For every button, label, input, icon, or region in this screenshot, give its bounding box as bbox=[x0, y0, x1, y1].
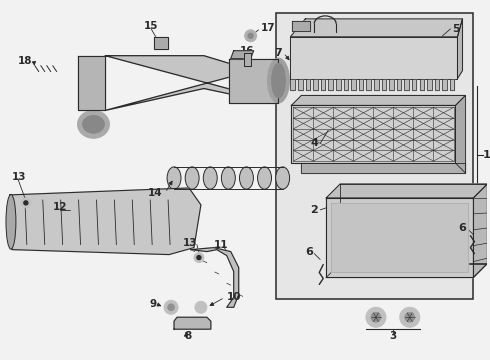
Text: 1: 1 bbox=[482, 150, 490, 160]
Circle shape bbox=[371, 312, 381, 322]
Circle shape bbox=[400, 307, 420, 327]
Polygon shape bbox=[326, 184, 488, 198]
Ellipse shape bbox=[271, 63, 286, 98]
Polygon shape bbox=[382, 78, 386, 90]
Circle shape bbox=[195, 301, 207, 313]
Polygon shape bbox=[351, 78, 356, 90]
Polygon shape bbox=[291, 37, 458, 78]
Polygon shape bbox=[105, 56, 254, 111]
Polygon shape bbox=[331, 203, 468, 273]
Text: 17: 17 bbox=[261, 23, 275, 33]
Text: 18: 18 bbox=[18, 56, 32, 66]
Text: 10: 10 bbox=[227, 292, 241, 302]
Polygon shape bbox=[458, 19, 463, 78]
Text: 16: 16 bbox=[240, 46, 254, 56]
Text: 2: 2 bbox=[311, 205, 318, 215]
Text: 4: 4 bbox=[310, 138, 318, 148]
Polygon shape bbox=[291, 78, 295, 90]
Polygon shape bbox=[328, 78, 333, 90]
Polygon shape bbox=[10, 188, 201, 255]
Text: 11: 11 bbox=[214, 240, 228, 249]
Ellipse shape bbox=[77, 111, 109, 138]
Text: 6: 6 bbox=[459, 223, 466, 233]
Polygon shape bbox=[306, 78, 310, 90]
Polygon shape bbox=[389, 78, 393, 90]
Text: 13: 13 bbox=[182, 238, 197, 248]
Text: 12: 12 bbox=[52, 202, 67, 212]
Polygon shape bbox=[292, 95, 466, 105]
Text: 3: 3 bbox=[389, 331, 396, 341]
Text: 5: 5 bbox=[453, 24, 460, 34]
Polygon shape bbox=[367, 78, 371, 90]
Text: 8: 8 bbox=[184, 331, 191, 341]
Circle shape bbox=[197, 256, 201, 260]
Text: 9: 9 bbox=[149, 299, 156, 309]
Polygon shape bbox=[313, 78, 318, 90]
Polygon shape bbox=[336, 78, 341, 90]
Polygon shape bbox=[435, 78, 439, 90]
Ellipse shape bbox=[268, 58, 290, 103]
Ellipse shape bbox=[167, 167, 181, 189]
Polygon shape bbox=[301, 163, 466, 173]
Polygon shape bbox=[343, 78, 348, 90]
Circle shape bbox=[366, 307, 386, 327]
Polygon shape bbox=[326, 264, 488, 278]
Polygon shape bbox=[340, 184, 488, 264]
Polygon shape bbox=[404, 78, 409, 90]
Ellipse shape bbox=[240, 167, 253, 189]
Ellipse shape bbox=[203, 167, 217, 189]
Polygon shape bbox=[456, 95, 466, 173]
Polygon shape bbox=[154, 37, 168, 49]
Polygon shape bbox=[231, 51, 254, 59]
Circle shape bbox=[248, 33, 253, 38]
Polygon shape bbox=[427, 78, 432, 90]
Text: 6: 6 bbox=[305, 247, 313, 257]
Ellipse shape bbox=[185, 167, 199, 189]
Text: 14: 14 bbox=[147, 188, 162, 198]
Polygon shape bbox=[298, 78, 302, 90]
Ellipse shape bbox=[221, 167, 235, 189]
Circle shape bbox=[21, 198, 31, 208]
Polygon shape bbox=[321, 78, 325, 90]
Polygon shape bbox=[419, 78, 424, 90]
Circle shape bbox=[194, 253, 204, 262]
Polygon shape bbox=[174, 317, 211, 329]
Ellipse shape bbox=[82, 115, 104, 133]
Ellipse shape bbox=[6, 194, 16, 249]
Polygon shape bbox=[77, 56, 105, 111]
Circle shape bbox=[405, 312, 415, 322]
Polygon shape bbox=[291, 19, 463, 37]
Polygon shape bbox=[244, 53, 250, 66]
Text: 15: 15 bbox=[144, 21, 158, 31]
Polygon shape bbox=[374, 78, 378, 90]
Circle shape bbox=[168, 304, 174, 311]
Circle shape bbox=[24, 201, 28, 205]
Polygon shape bbox=[191, 248, 239, 307]
Text: 13: 13 bbox=[12, 172, 26, 182]
Text: 7: 7 bbox=[275, 48, 282, 58]
Bar bbox=[276, 13, 473, 300]
Circle shape bbox=[164, 300, 178, 314]
Polygon shape bbox=[292, 105, 456, 163]
Polygon shape bbox=[397, 78, 401, 90]
Polygon shape bbox=[442, 78, 447, 90]
Polygon shape bbox=[326, 198, 473, 278]
Polygon shape bbox=[293, 21, 310, 31]
Polygon shape bbox=[229, 59, 278, 103]
Circle shape bbox=[245, 30, 257, 42]
Polygon shape bbox=[359, 78, 363, 90]
Ellipse shape bbox=[258, 167, 271, 189]
Polygon shape bbox=[473, 184, 488, 278]
Polygon shape bbox=[450, 78, 454, 90]
Ellipse shape bbox=[276, 167, 290, 189]
Polygon shape bbox=[412, 78, 416, 90]
